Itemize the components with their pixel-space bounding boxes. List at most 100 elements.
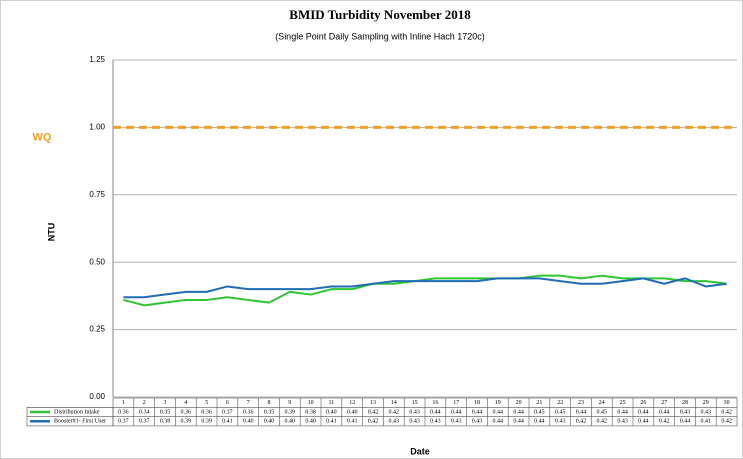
x-tick-label: 2 [143,400,146,406]
table-cell: 0.40 [264,419,275,425]
table-cell: 0.45 [555,409,566,415]
chart-title: BMID Turbidity November 2018 [289,7,471,22]
table-cell: 0.41 [701,419,712,425]
x-tick-label: 11 [329,400,335,406]
x-tick-label: 20 [516,400,522,406]
x-tick-label: 27 [661,400,667,406]
table-cell: 0.39 [181,419,192,425]
table-cell: 0.39 [285,409,296,415]
x-tick-label: 6 [226,400,229,406]
table-cell: 0.44 [638,409,649,415]
x-tick-label: 28 [682,400,688,406]
x-tick-label: 13 [370,400,376,406]
x-tick-label: 7 [247,400,250,406]
series-line [123,277,727,299]
table-cell: 0.36 [118,409,129,415]
x-tick-label: 14 [391,400,397,406]
table-cell: 0.44 [493,419,504,425]
table-cell: 0.44 [638,419,649,425]
table-cell: 0.44 [659,409,670,415]
table-cell: 0.42 [597,419,608,425]
x-tick-label: 23 [578,400,584,406]
table-cell: 0.42 [721,409,732,415]
y-tick-label: 0.25 [89,325,105,334]
y-tick-label: 0.00 [89,392,105,401]
table-cell: 0.43 [617,419,628,425]
table-cell: 0.36 [181,409,192,415]
x-tick-label: 29 [703,400,709,406]
x-tick-label: 25 [620,400,626,406]
table-cell: 0.34 [139,409,150,415]
x-tick-label: 17 [453,400,459,406]
series-line [123,274,727,307]
table-cell: 0.41 [347,419,358,425]
table-cell: 0.35 [264,409,275,415]
table-cell: 0.44 [472,409,483,415]
x-tick-label: 9 [288,400,291,406]
x-tick-label: 30 [724,400,730,406]
table-cell: 0.38 [305,409,316,415]
table-cell: 0.38 [160,419,171,425]
table-cell: 0.44 [534,419,545,425]
y-tick-label: 1.00 [89,123,105,132]
table-cell: 0.44 [513,409,524,415]
x-tick-label: 18 [474,400,480,406]
table-cell: 0.43 [472,419,483,425]
table-cell: 0.44 [493,409,504,415]
x-tick-label: 4 [184,400,187,406]
y-axis-label: NTU [46,223,56,242]
chart-subtitle: (Single Point Daily Sampling with Inline… [275,31,485,41]
table-cell: 0.40 [326,409,337,415]
table-cell: 0.43 [389,419,400,425]
x-tick-label: 24 [599,400,605,406]
table-cell: 0.42 [389,409,400,415]
x-tick-label: 19 [495,400,501,406]
table-cell: 0.44 [617,409,628,415]
table-cell: 0.40 [305,419,316,425]
x-tick-label: 1 [122,400,125,406]
x-tick-label: 22 [557,400,563,406]
table-cell: 0.43 [555,419,566,425]
legend-label: Booster#1- First User [54,419,106,425]
table-cell: 0.45 [534,409,545,415]
table-cell: 0.44 [513,419,524,425]
table-cell: 0.43 [701,409,712,415]
table-cell: 0.42 [721,419,732,425]
table-cell: 0.39 [201,419,212,425]
y-tick-label: 1.25 [89,55,105,64]
table-cell: 0.40 [285,419,296,425]
x-tick-label: 21 [536,400,542,406]
y-tick-label: 0.50 [89,257,105,266]
table-cell: 0.35 [160,409,171,415]
table-cell: 0.43 [451,419,462,425]
x-tick-label: 10 [308,400,314,406]
x-tick-label: 12 [349,400,355,406]
table-cell: 0.36 [201,409,212,415]
y-tick-label: 0.75 [89,190,105,199]
table-cell: 0.37 [222,409,233,415]
table-cell: 0.40 [347,409,358,415]
table-cell: 0.44 [430,409,441,415]
table-cell: 0.41 [326,419,337,425]
table-cell: 0.43 [409,409,420,415]
table-cell: 0.42 [576,419,587,425]
table-cell: 0.42 [659,419,670,425]
x-tick-label: 16 [432,400,438,406]
table-cell: 0.41 [222,419,233,425]
table-cell: 0.37 [139,419,150,425]
table-cell: 0.42 [368,409,379,415]
table-cell: 0.40 [243,419,254,425]
x-axis-label: Date [410,446,430,456]
table-cell: 0.43 [409,419,420,425]
table-cell: 0.42 [368,419,379,425]
table-cell: 0.44 [451,409,462,415]
x-tick-label: 26 [640,400,646,406]
x-tick-label: 8 [268,400,271,406]
table-cell: 0.43 [430,419,441,425]
table-cell: 0.36 [243,409,254,415]
table-cell: 0.44 [680,419,691,425]
x-tick-label: 5 [205,400,208,406]
table-cell: 0.45 [597,409,608,415]
